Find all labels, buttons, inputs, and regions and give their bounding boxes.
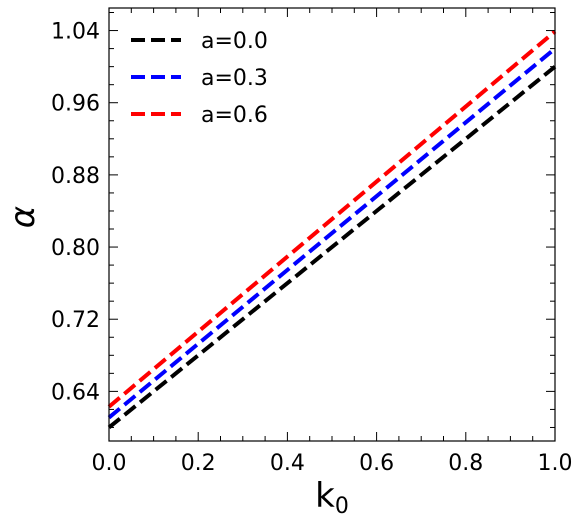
x-axis-label: k0	[315, 476, 349, 519]
series-line-1	[107, 47, 557, 420]
plot-frame	[108, 7, 556, 442]
legend-label-0: a=0.0	[201, 29, 268, 54]
x-tick-label: 0.6	[359, 451, 394, 476]
y-tick-label: 0.96	[51, 92, 100, 117]
x-axis-label-subscript: 0	[335, 494, 349, 519]
x-tick-label: 0.0	[92, 451, 127, 476]
y-tick-label: 1.04	[51, 20, 100, 45]
y-tick-label: 0.72	[51, 308, 100, 333]
x-tick-label: 0.8	[448, 451, 483, 476]
series-layer	[107, 29, 557, 430]
y-tick-label: 0.88	[51, 164, 100, 189]
tick-labels-layer: 0.0 0.2 0.4 0.6 0.8 1.0 0.64 0.72 0.80 0.88 0.96 1.…	[51, 20, 572, 476]
series-line-0	[107, 65, 557, 430]
ticks-layer	[108, 8, 556, 441]
x-tick-label: 1.0	[538, 451, 573, 476]
legend: a=0.0 a=0.3 a=0.6	[131, 29, 268, 128]
x-axis-label-main: k	[315, 476, 335, 516]
legend-label-2: a=0.6	[201, 103, 268, 128]
x-tick-label: 0.2	[181, 451, 216, 476]
y-axis-label: α	[3, 206, 43, 228]
y-tick-label: 0.80	[51, 236, 100, 261]
x-tick-label: 0.4	[270, 451, 305, 476]
y-tick-label: 0.64	[51, 380, 100, 405]
series-line-2	[107, 29, 557, 409]
legend-label-1: a=0.3	[201, 66, 268, 91]
